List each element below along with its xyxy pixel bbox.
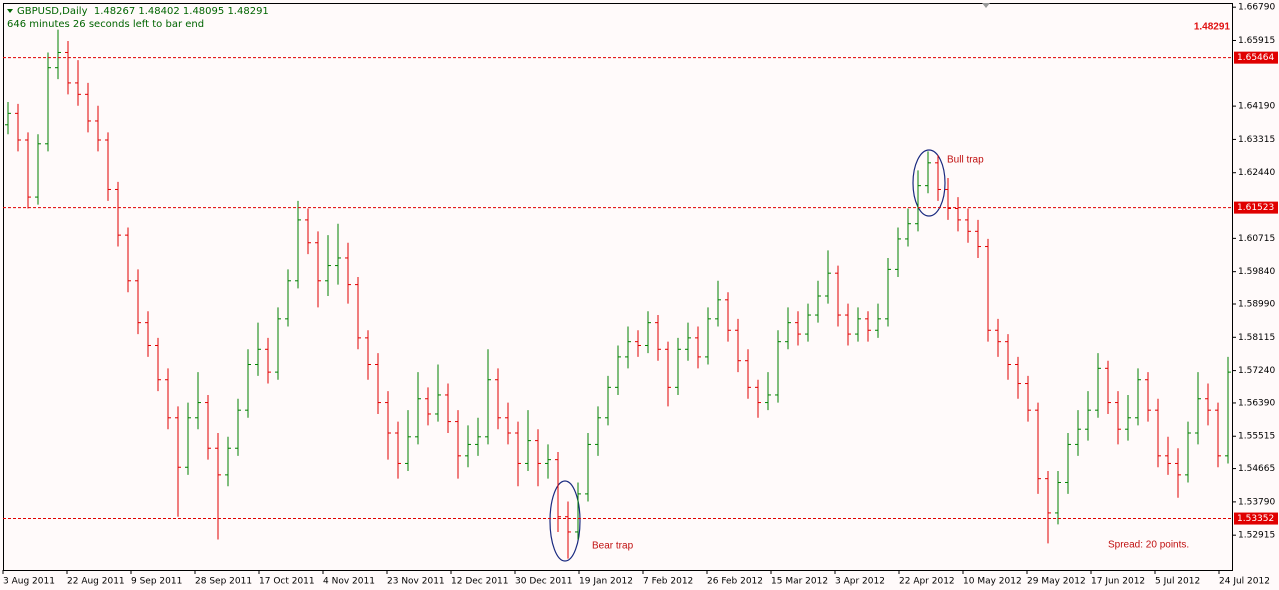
x-tick-label: 17 Oct 2011 (259, 577, 315, 587)
level-box (1234, 512, 1278, 525)
x-tick-label: 17 Jun 2012 (1091, 577, 1145, 587)
y-tick-label: 1.54665 (1238, 464, 1275, 474)
level-box (1234, 201, 1278, 214)
x-tick-label: 28 Sep 2011 (195, 577, 252, 587)
x-tick-label: 30 Dec 2011 (515, 577, 573, 587)
x-tick-label: 24 Jul 2012 (1219, 577, 1270, 587)
level-label: 1.53352 (1237, 514, 1274, 524)
y-tick-label: 1.53790 (1238, 497, 1275, 507)
y-tick-label: 1.59840 (1238, 267, 1275, 277)
y-tick-label: 1.62440 (1238, 168, 1275, 178)
y-tick-label: 1.56390 (1238, 398, 1275, 408)
y-tick-label: 1.55515 (1238, 432, 1275, 442)
x-tick-label: 19 Jan 2012 (579, 577, 633, 587)
y-tick-label: 1.58115 (1238, 333, 1275, 343)
x-tick-label: 9 Sep 2011 (131, 577, 182, 587)
bear-trap-ellipse (549, 480, 581, 562)
y-tick-label: 1.64190 (1238, 102, 1275, 112)
level-label: 1.61523 (1237, 203, 1274, 213)
level-box (1234, 51, 1278, 64)
x-tick-label: 3 Aug 2011 (3, 577, 55, 587)
y-tick-label: 1.65915 (1238, 36, 1275, 46)
dropdown-icon (7, 9, 13, 13)
level-label: 1.65464 (1237, 53, 1274, 63)
bear-trap-label: Bear trap (592, 541, 634, 552)
plot-frame (3, 3, 1233, 571)
y-tick-label: 1.63315 (1238, 135, 1275, 145)
x-tick-label: 7 Feb 2012 (643, 577, 693, 587)
x-tick-label: 29 May 2012 (1027, 577, 1086, 587)
x-tick-label: 3 Apr 2012 (835, 577, 885, 587)
x-tick-label: 4 Nov 2011 (323, 577, 375, 587)
shift-marker (982, 3, 990, 8)
y-tick-label: 1.52915 (1238, 531, 1275, 541)
y-tick-label: 1.66790 (1238, 3, 1275, 13)
current-price: 1.48291 (1194, 22, 1231, 33)
x-tick-label: 15 Mar 2012 (771, 577, 828, 587)
y-tick-label: 1.58990 (1238, 300, 1275, 310)
bull-trap-ellipse (912, 149, 946, 217)
spread-label: Spread: 20 points. (1108, 540, 1189, 551)
symbol-info: GBPUSD,Daily 1.48267 1.48402 1.48095 1.4… (17, 6, 269, 17)
x-tick-label: 5 Jul 2012 (1155, 577, 1200, 587)
x-tick-label: 12 Dec 2011 (451, 577, 509, 587)
timer: 646 minutes 26 seconds left to bar end (7, 19, 204, 30)
y-tick-label: 1.57240 (1238, 366, 1275, 376)
y-tick-label: 1.60715 (1238, 234, 1275, 244)
x-tick-label: 22 Aug 2011 (67, 577, 125, 587)
x-tick-label: 22 Apr 2012 (899, 577, 955, 587)
x-tick-label: 26 Feb 2012 (707, 577, 763, 587)
x-tick-label: 23 Nov 2011 (387, 577, 445, 587)
bull-trap-label: Bull trap (947, 155, 984, 166)
x-tick-label: 10 May 2012 (963, 577, 1022, 587)
